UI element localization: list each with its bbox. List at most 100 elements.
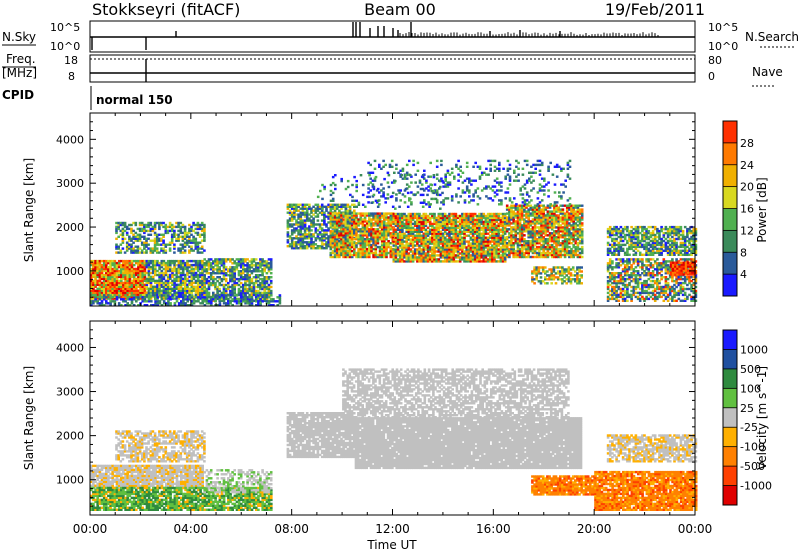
power-cell bbox=[128, 265, 132, 269]
power-cell bbox=[177, 285, 181, 288]
power-cell bbox=[117, 275, 121, 279]
power-cell bbox=[126, 263, 129, 267]
power-cell bbox=[162, 295, 166, 298]
power-cell bbox=[218, 302, 222, 305]
power-cell bbox=[164, 279, 168, 283]
power-cell bbox=[107, 273, 110, 277]
power-cell bbox=[335, 212, 339, 215]
power-cell bbox=[130, 269, 134, 273]
power-cell bbox=[166, 269, 170, 273]
power-cell bbox=[175, 271, 179, 275]
power-cell bbox=[154, 267, 157, 271]
power-cell bbox=[132, 287, 136, 290]
power-cell bbox=[184, 277, 187, 281]
power-cell bbox=[158, 283, 161, 286]
power-cell bbox=[160, 269, 164, 273]
power-cell bbox=[141, 265, 144, 269]
power-cell bbox=[105, 273, 108, 277]
power-cell bbox=[124, 297, 127, 300]
power-cell bbox=[190, 289, 194, 292]
power-cell bbox=[143, 265, 147, 269]
power-cell bbox=[164, 281, 168, 285]
power-cell bbox=[201, 275, 204, 279]
power-cell bbox=[143, 271, 147, 275]
power-cell bbox=[169, 291, 172, 294]
power-cell bbox=[137, 271, 140, 275]
power-cell bbox=[124, 275, 127, 279]
power-cell bbox=[96, 269, 99, 273]
power-cell bbox=[123, 237, 127, 240]
power-cell bbox=[135, 269, 138, 273]
power-cell bbox=[254, 258, 258, 261]
power-cell bbox=[188, 281, 191, 285]
power-cell bbox=[124, 267, 127, 271]
power-cell bbox=[122, 267, 125, 271]
power-cell bbox=[111, 275, 114, 279]
power-cell bbox=[218, 287, 221, 291]
power-cell bbox=[194, 259, 198, 263]
power-cell bbox=[160, 283, 164, 286]
power-cell bbox=[175, 263, 179, 267]
power-cell bbox=[169, 263, 172, 267]
power-cell bbox=[96, 259, 99, 263]
power-cell bbox=[126, 283, 129, 286]
power-cell bbox=[196, 275, 200, 279]
power-cell bbox=[141, 271, 144, 275]
power-cell bbox=[126, 277, 129, 281]
power-cell bbox=[94, 263, 97, 267]
power-cell bbox=[96, 279, 99, 283]
power-cell bbox=[109, 275, 112, 279]
power-cell bbox=[147, 243, 150, 246]
power-cell bbox=[154, 263, 157, 267]
power-cell bbox=[111, 283, 114, 286]
power-cell bbox=[107, 265, 110, 269]
power-cell bbox=[143, 289, 147, 292]
power-cell bbox=[160, 281, 164, 285]
power-cell bbox=[194, 293, 198, 296]
power-cell bbox=[181, 279, 185, 283]
power-cell bbox=[160, 259, 164, 263]
power-cell bbox=[177, 267, 181, 271]
power-cell bbox=[135, 285, 138, 288]
power-cell bbox=[117, 291, 121, 294]
power-cell bbox=[102, 261, 106, 265]
power-cell bbox=[98, 287, 102, 290]
power-cell bbox=[90, 295, 93, 298]
power-cell bbox=[135, 289, 138, 292]
power-cell bbox=[162, 267, 166, 271]
power-cell bbox=[147, 265, 151, 269]
power-cell bbox=[179, 293, 183, 296]
power-cell bbox=[160, 279, 164, 283]
power-cell bbox=[192, 273, 196, 277]
power-cell bbox=[190, 297, 194, 300]
power-cell bbox=[162, 273, 166, 277]
power-cell bbox=[166, 263, 170, 267]
power-cell bbox=[94, 294, 97, 297]
power-cell bbox=[184, 273, 187, 277]
power-cell bbox=[192, 295, 196, 298]
power-cell bbox=[158, 291, 161, 294]
power-cell bbox=[94, 277, 97, 281]
power-cell bbox=[122, 281, 125, 285]
power-cell bbox=[181, 277, 185, 281]
power-cell bbox=[173, 243, 176, 246]
power-cell bbox=[171, 283, 174, 286]
cpid-label: CPID bbox=[2, 88, 34, 102]
power-cell bbox=[194, 271, 198, 275]
power-cell bbox=[154, 269, 157, 273]
power-cell bbox=[90, 271, 93, 275]
power-cell bbox=[179, 281, 183, 285]
power-cell bbox=[137, 277, 140, 281]
power-cell bbox=[102, 265, 106, 269]
power-cell bbox=[98, 295, 102, 298]
power-cell bbox=[190, 287, 194, 290]
power-cell bbox=[90, 283, 93, 286]
power-cell bbox=[113, 297, 117, 300]
power-cell bbox=[105, 265, 108, 269]
power-cell bbox=[168, 247, 172, 250]
power-cell bbox=[120, 279, 123, 283]
power-cell bbox=[179, 289, 183, 292]
power-cell bbox=[154, 293, 157, 296]
power-cell bbox=[92, 287, 95, 290]
power-cell bbox=[199, 261, 202, 265]
